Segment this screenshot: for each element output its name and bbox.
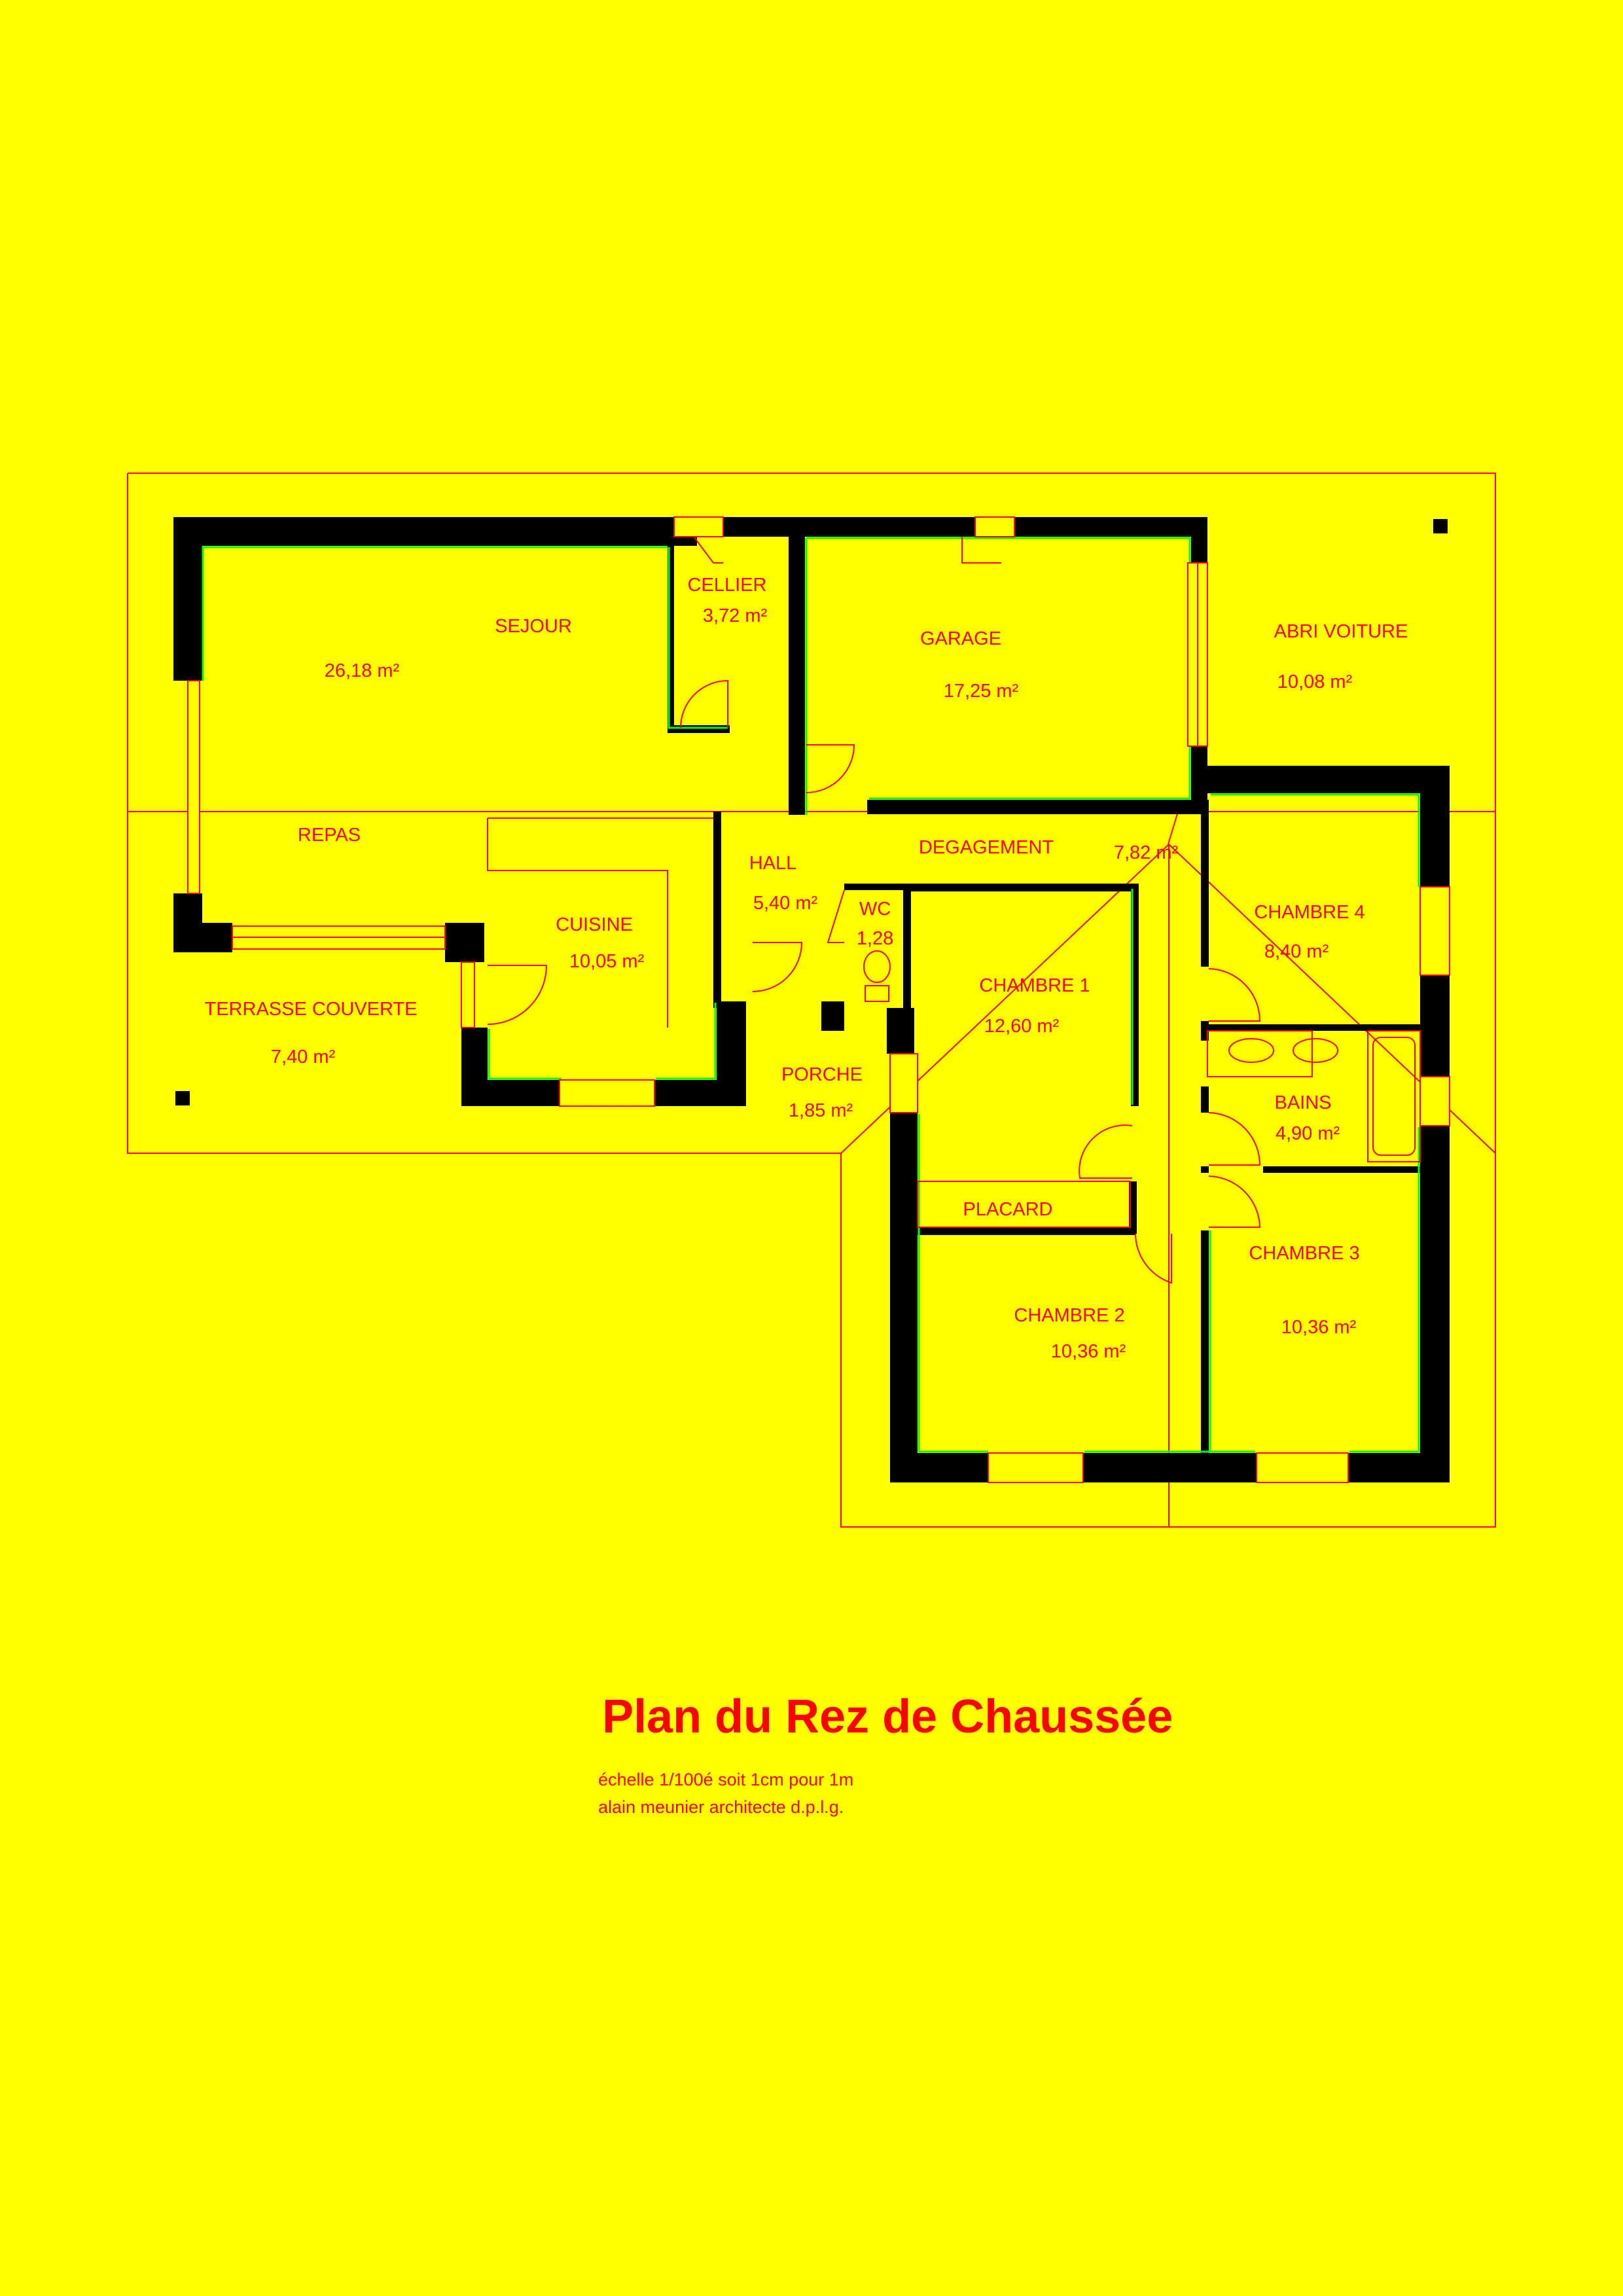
windows	[187, 516, 1450, 1483]
area-garage: 17,25 m²	[944, 681, 1019, 702]
label-chambre-4: CHAMBRE 4	[1254, 902, 1364, 923]
roof-outline	[127, 473, 1496, 1528]
doors	[487, 536, 1261, 1284]
area-chambre-1: 12,60 m²	[984, 1016, 1060, 1037]
label-chambre-3: CHAMBRE 3	[1249, 1243, 1359, 1264]
plan-title: Plan du Rez de Chaussée	[602, 1691, 1173, 1743]
bathtub-icon	[1367, 1030, 1421, 1162]
area-chambre-3: 10,36 m²	[1281, 1317, 1357, 1338]
sink-right-icon	[1293, 1038, 1338, 1063]
area-chambre-2: 10,36 m²	[1051, 1341, 1126, 1362]
area-cellier: 3,72 m²	[703, 605, 768, 626]
area-terrasse-couverte: 7,40 m²	[271, 1047, 336, 1067]
label-hall: HALL	[749, 853, 797, 874]
area-wc: 1,28	[857, 928, 893, 949]
label-chambre-1: CHAMBRE 1	[979, 975, 1090, 996]
area-abri-voiture: 10,08 m²	[1277, 672, 1353, 692]
area-degagement: 7,82 m²	[1114, 842, 1179, 863]
area-bains: 4,90 m²	[1275, 1123, 1340, 1144]
label-garage: GARAGE	[920, 628, 1001, 649]
author-note: alain meunier architecte d.p.l.g.	[598, 1797, 844, 1817]
toilet-icon	[863, 950, 891, 983]
area-hall: 5,40 m²	[753, 893, 818, 914]
interior-walls	[668, 533, 1427, 1456]
label-porche: PORCHE	[781, 1064, 863, 1085]
interior-details	[487, 817, 1421, 1228]
area-porche: 1,85 m²	[789, 1100, 853, 1121]
label-sejour: SEJOUR	[495, 616, 572, 637]
scale-note: échelle 1/100é soit 1cm pour 1m	[598, 1770, 854, 1789]
double-sink-counter	[1207, 1030, 1313, 1077]
area-sejour: 26,18 m²	[325, 660, 400, 681]
label-placard: PLACARD	[963, 1199, 1053, 1220]
label-degagement: DEGAGEMENT	[919, 837, 1054, 858]
label-terrasse-couverte: TERRASSE COUVERTE	[205, 999, 418, 1020]
label-repas: REPAS	[298, 825, 361, 846]
area-cuisine: 10,05 m²	[569, 951, 645, 972]
sink-left-icon	[1228, 1038, 1274, 1063]
label-wc: WC	[859, 899, 891, 920]
label-chambre-2: CHAMBRE 2	[1014, 1305, 1124, 1326]
room-labels: SEJOUR 26,18 m² REPAS CELLIER 3,72 m² GA…	[205, 575, 1408, 1362]
label-cuisine: CUISINE	[556, 914, 633, 935]
label-cellier: CELLIER	[688, 575, 767, 596]
exterior-walls	[173, 517, 1450, 1482]
area-chambre-4: 8,40 m²	[1264, 941, 1329, 962]
label-abri-voiture: ABRI VOITURE	[1274, 621, 1408, 642]
posts	[175, 519, 1448, 1105]
label-bains: BAINS	[1274, 1092, 1331, 1113]
